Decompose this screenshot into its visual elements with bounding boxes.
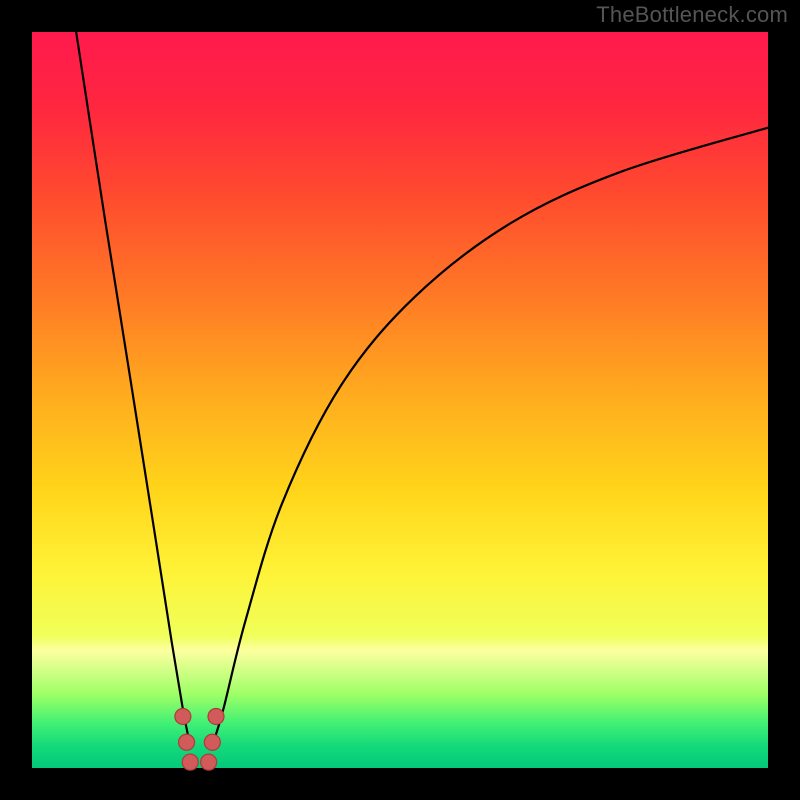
watermark-text: TheBottleneck.com — [596, 2, 788, 28]
data-marker — [182, 754, 198, 770]
data-marker — [204, 734, 220, 750]
data-marker — [175, 708, 191, 724]
bottleneck-curve-chart — [0, 0, 800, 800]
data-marker — [201, 754, 217, 770]
data-marker — [208, 708, 224, 724]
plot-area — [32, 32, 768, 768]
chart-frame: TheBottleneck.com — [0, 0, 800, 800]
data-marker — [179, 734, 195, 750]
